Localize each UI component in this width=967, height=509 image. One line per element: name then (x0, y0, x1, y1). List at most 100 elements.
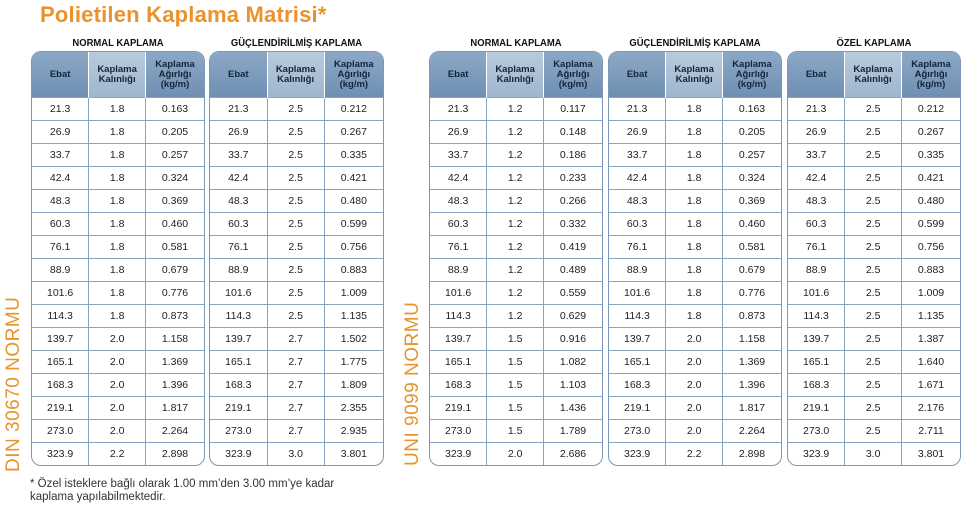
cell-kalinlik: 1.8 (88, 97, 146, 121)
table-row: 114.3 1.8 0.873 (32, 304, 204, 328)
cell-ebat: 323.9 (430, 442, 487, 465)
cell-ebat: 139.7 (430, 327, 487, 351)
cell-kalinlik: 2.5 (844, 235, 902, 259)
table-row: 42.4 1.8 0.324 (609, 166, 781, 190)
cell-kalinlik: 2.5 (266, 258, 325, 282)
table-row: 26.9 1.8 0.205 (609, 120, 781, 144)
header-ebat: Ebat (788, 52, 845, 98)
cell-agirlik: 3.801 (323, 442, 383, 465)
cell-agirlik: 2.355 (323, 396, 383, 420)
cell-kalinlik: 1.2 (486, 212, 544, 236)
cell-ebat: 76.1 (32, 235, 89, 259)
cell-kalinlik: 1.8 (665, 97, 723, 121)
cell-kalinlik: 1.8 (665, 304, 723, 328)
cell-agirlik: 1.082 (543, 350, 602, 374)
cell-ebat: 88.9 (210, 258, 268, 282)
cell-ebat: 114.3 (430, 304, 487, 328)
table-group-uni-special: ÖZEL KAPLAMA Ebat Kaplama Kalınlığı Kaplama… (787, 36, 961, 466)
cell-ebat: 168.3 (430, 373, 487, 397)
cell-agirlik: 0.776 (722, 281, 781, 305)
data-table: Ebat Kaplama Kalınlığı Kaplama Ağırlığı (k… (608, 51, 782, 466)
cell-agirlik: 1.809 (323, 373, 383, 397)
cell-kalinlik: 2.5 (844, 189, 902, 213)
cell-ebat: 323.9 (609, 442, 666, 465)
table-row: 219.1 2.7 2.355 (210, 396, 383, 420)
cell-agirlik: 1.369 (145, 350, 204, 374)
cell-agirlik: 0.267 (901, 120, 960, 144)
footnote-line-2: kaplama yapılabilmektedir. (30, 491, 166, 503)
cell-agirlik: 0.756 (323, 235, 383, 259)
cell-kalinlik: 2.5 (844, 373, 902, 397)
cell-agirlik: 2.935 (323, 419, 383, 443)
cell-ebat: 101.6 (609, 281, 666, 305)
cell-ebat: 21.3 (210, 97, 268, 121)
header-kalinlik: Kaplama Kalınlığı (486, 52, 544, 98)
cell-kalinlik: 2.2 (88, 442, 146, 465)
cell-agirlik: 0.163 (722, 97, 781, 121)
cell-kalinlik: 2.5 (844, 166, 902, 190)
cell-ebat: 21.3 (430, 97, 487, 121)
cell-agirlik: 0.332 (543, 212, 602, 236)
table-row: 48.3 1.8 0.369 (609, 189, 781, 213)
cell-kalinlik: 1.8 (88, 304, 146, 328)
cell-agirlik: 0.883 (323, 258, 383, 282)
cell-agirlik: 0.629 (543, 304, 602, 328)
table-row: 48.3 2.5 0.480 (788, 189, 960, 213)
cell-kalinlik: 1.2 (486, 166, 544, 190)
table-row: 88.9 2.5 0.883 (210, 258, 383, 282)
cell-ebat: 26.9 (32, 120, 89, 144)
cell-ebat: 26.9 (609, 120, 666, 144)
cell-kalinlik: 1.5 (486, 327, 544, 351)
table-row: 139.7 1.5 0.916 (430, 327, 602, 351)
cell-kalinlik: 2.7 (266, 396, 325, 420)
cell-ebat: 26.9 (788, 120, 845, 144)
header-kalinlik: Kaplama Kalınlığı (844, 52, 902, 98)
cell-agirlik: 1.158 (145, 327, 204, 351)
cell-kalinlik: 1.8 (88, 212, 146, 236)
data-table: Ebat Kaplama Kalınlığı Kaplama Ağırlığı (k… (429, 51, 603, 466)
cell-kalinlik: 1.2 (486, 189, 544, 213)
cell-ebat: 273.0 (430, 419, 487, 443)
cell-ebat: 33.7 (788, 143, 845, 167)
header-kalinlik: Kaplama Kalınlığı (266, 52, 325, 98)
cell-ebat: 42.4 (32, 166, 89, 190)
cell-ebat: 273.0 (210, 419, 268, 443)
cell-ebat: 114.3 (32, 304, 89, 328)
table-row: 26.9 2.5 0.267 (210, 120, 383, 144)
cell-kalinlik: 1.8 (88, 120, 146, 144)
cell-kalinlik: 2.5 (266, 120, 325, 144)
cell-kalinlik: 2.5 (266, 304, 325, 328)
cell-agirlik: 2.686 (543, 442, 602, 465)
cell-kalinlik: 2.5 (844, 120, 902, 144)
cell-agirlik: 0.212 (901, 97, 960, 121)
header-ebat: Ebat (210, 52, 268, 98)
cell-agirlik: 1.369 (722, 350, 781, 374)
cell-kalinlik: 1.8 (665, 235, 723, 259)
table-row: 165.1 2.7 1.775 (210, 350, 383, 374)
cell-agirlik: 1.789 (543, 419, 602, 443)
cell-kalinlik: 1.8 (665, 258, 723, 282)
table-row: 168.3 2.5 1.671 (788, 373, 960, 397)
cell-kalinlik: 2.0 (88, 396, 146, 420)
cell-kalinlik: 1.2 (486, 97, 544, 121)
table-row: 33.7 2.5 0.335 (788, 143, 960, 167)
cell-ebat: 273.0 (788, 419, 845, 443)
cell-ebat: 88.9 (788, 258, 845, 282)
footnote-line-1: * Özel isteklere bağlı olarak 1.00 mm’de… (30, 478, 335, 490)
cell-agirlik: 0.421 (323, 166, 383, 190)
cell-agirlik: 1.387 (901, 327, 960, 351)
table-title: GÜÇLENDİRİLMİŞ KAPLAMA (629, 37, 761, 49)
table-row: 273.0 2.0 2.264 (32, 419, 204, 443)
table-row: 101.6 1.8 0.776 (32, 281, 204, 305)
cell-ebat: 33.7 (32, 143, 89, 167)
cell-agirlik: 0.186 (543, 143, 602, 167)
cell-kalinlik: 1.2 (486, 120, 544, 144)
cell-ebat: 76.1 (788, 235, 845, 259)
cell-ebat: 101.6 (788, 281, 845, 305)
table-row: 33.7 2.5 0.335 (210, 143, 383, 167)
cell-agirlik: 1.396 (722, 373, 781, 397)
table-row: 33.7 1.8 0.257 (609, 143, 781, 167)
cell-agirlik: 0.117 (543, 97, 602, 121)
cell-agirlik: 0.480 (323, 189, 383, 213)
cell-agirlik: 0.257 (145, 143, 204, 167)
